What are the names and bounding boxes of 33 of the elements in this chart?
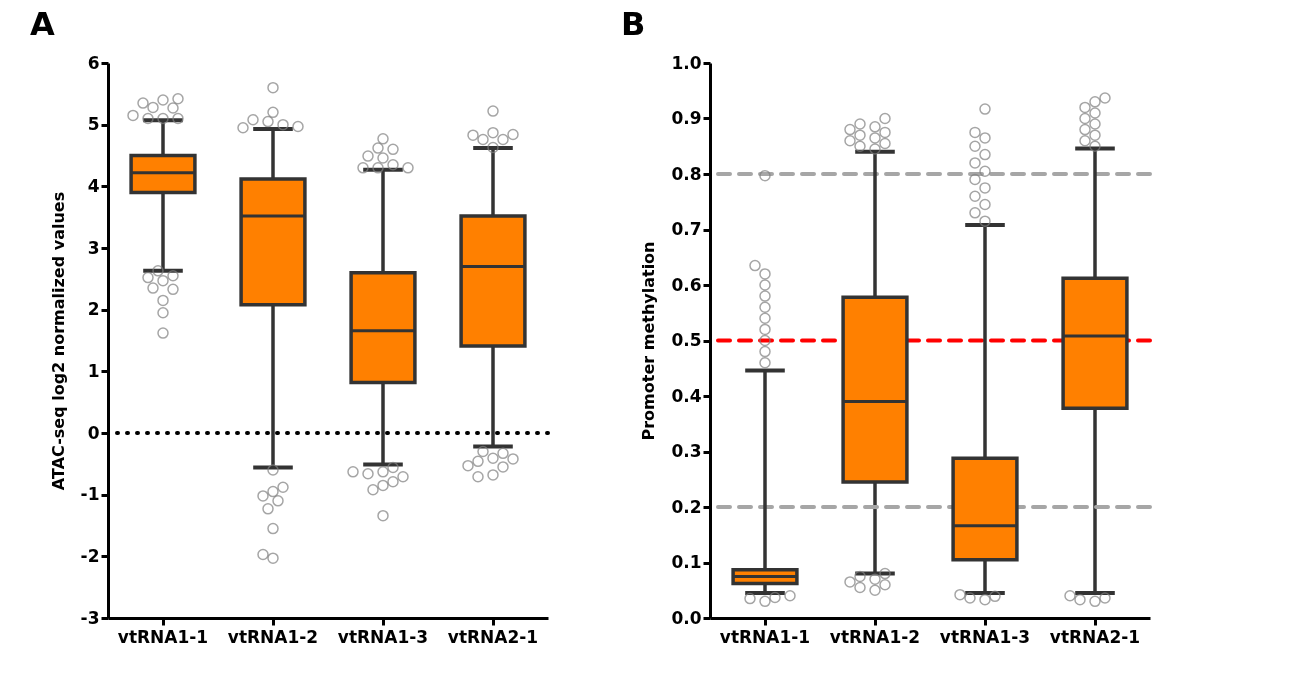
y-tick-label: 0.8 xyxy=(671,163,702,184)
y-tick-label: 2 xyxy=(87,299,100,320)
y-tick-label: 0 xyxy=(87,422,100,443)
y-tick-label: 0.0 xyxy=(671,607,702,628)
x-tick-label: vtRNA1-3 xyxy=(939,626,1031,647)
x-tick-label: vtRNA2-1 xyxy=(1049,626,1141,647)
y-axis-title: Promoter methylation xyxy=(639,241,659,441)
y-tick-label: -1 xyxy=(80,484,100,505)
y-tick-label: 0.9 xyxy=(671,108,702,128)
x-tick-label: vtRNA1-2 xyxy=(227,626,319,647)
y-tick-label: 0.2 xyxy=(671,496,702,517)
y-tick-label: 4 xyxy=(87,175,100,196)
y-tick-label: -3 xyxy=(80,607,100,628)
y-tick-label: 0.3 xyxy=(671,441,702,461)
y-tick-label: 0.1 xyxy=(671,552,702,572)
y-tick-label: 1 xyxy=(87,360,100,381)
chart-title: A xyxy=(30,5,56,43)
y-tick-label: 0.7 xyxy=(671,219,702,239)
y-axis-title: ATAC-seq log2 normalized values xyxy=(48,191,68,491)
x-tick-label: vtRNA2-1 xyxy=(447,626,539,647)
y-tick-label: -2 xyxy=(80,545,100,566)
y-tick-label: 5 xyxy=(87,114,100,135)
chart-title: B xyxy=(620,5,646,43)
y-tick-label: 0.4 xyxy=(671,385,702,406)
x-tick-label: vtRNA1-2 xyxy=(829,626,921,647)
x-tick-label: vtRNA1-1 xyxy=(117,626,209,647)
x-tick-label: vtRNA1-3 xyxy=(337,626,429,647)
y-tick-label: 3 xyxy=(87,237,100,258)
y-tick-label: 6 xyxy=(87,52,100,73)
x-tick-label: vtRNA1-1 xyxy=(719,626,811,647)
y-tick-label: 0.5 xyxy=(671,330,702,350)
y-tick-label: 1.0 xyxy=(671,52,702,73)
y-tick-label: 0.6 xyxy=(671,274,702,295)
